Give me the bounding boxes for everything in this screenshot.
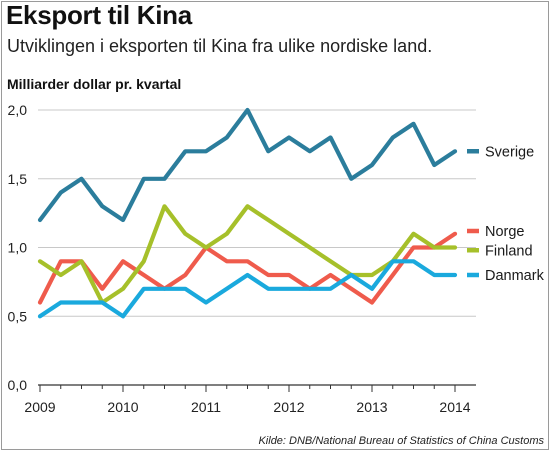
y-tick-label: 2,0 [8, 102, 28, 118]
x-axis [38, 384, 476, 392]
series-line-danmark [37, 259, 458, 319]
legend-item-danmark: Danmark [467, 268, 545, 284]
legend-label: Danmark [485, 268, 545, 284]
x-tick-label: 2012 [273, 399, 304, 415]
source-note: Kilde: DNB/National Bureau of Statistics… [258, 435, 544, 447]
x-tick-label: 2009 [24, 399, 55, 415]
legend-item-finland: Finland [467, 243, 533, 259]
x-tick-label: 2014 [439, 399, 470, 415]
series-line-finland [37, 204, 458, 305]
chart-subtitle: Utviklingen i eksporten til Kina fra uli… [7, 36, 433, 56]
series-lines [37, 107, 458, 319]
x-tick-label: 2011 [191, 399, 221, 415]
legend-label: Finland [485, 243, 533, 259]
x-tick-label: 2010 [107, 399, 138, 415]
y-tick-label: 0,0 [8, 377, 28, 393]
y-tick-label: 1,0 [8, 240, 28, 256]
grid-lines [38, 109, 476, 317]
legend-label: Norge [485, 224, 525, 240]
x-tick-labels: 2009 2010 2011 2012 2013 2014 [24, 399, 470, 415]
legend-item-norge: Norge [467, 224, 525, 240]
y-axis-unit-label: Milliarder dollar pr. kvartal [7, 76, 182, 92]
y-tick-label: 0,5 [8, 308, 28, 324]
series-line-norge [37, 231, 458, 305]
legend-label: Sverige [485, 144, 534, 160]
y-tick-labels: 0,0 0,5 1,0 1,5 2,0 [8, 102, 28, 393]
legend: Sverige Norge Finland Danmark [467, 144, 545, 284]
series-line-sverige [37, 107, 458, 223]
chart-title: Eksport til Kina [6, 0, 192, 30]
legend-item-sverige: Sverige [467, 144, 534, 160]
x-tick-label: 2013 [356, 399, 387, 415]
y-tick-label: 1,5 [8, 171, 28, 187]
